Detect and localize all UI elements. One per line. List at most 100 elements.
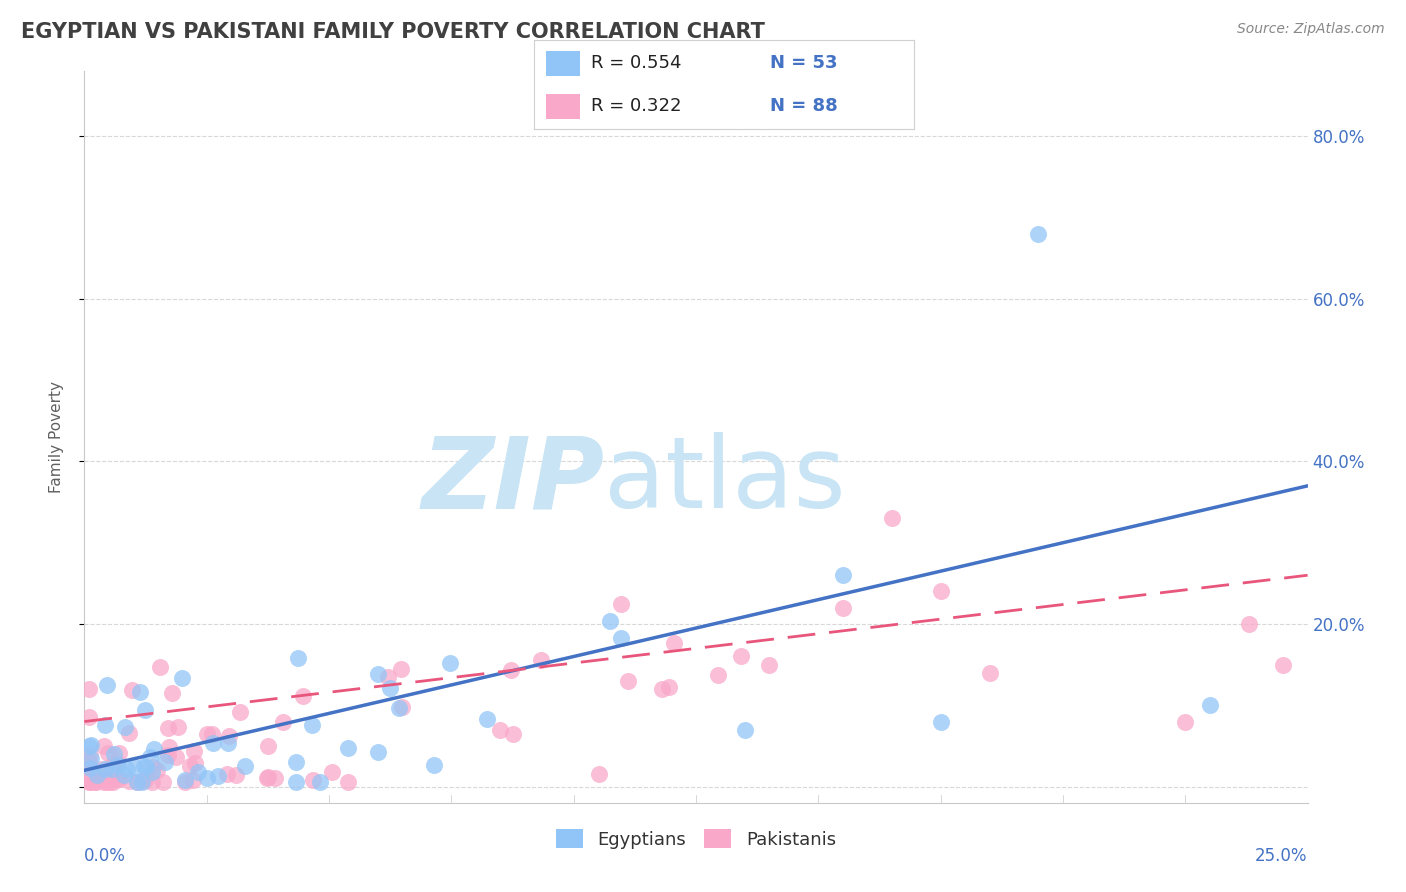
Point xyxy=(367,745,389,759)
Point xyxy=(337,775,360,789)
Point xyxy=(152,775,174,789)
Point xyxy=(101,775,124,789)
Point xyxy=(1028,227,1050,241)
Point xyxy=(134,702,156,716)
Point xyxy=(79,762,101,776)
Point xyxy=(131,775,153,789)
Point xyxy=(378,681,401,695)
Point xyxy=(100,775,122,789)
Point xyxy=(302,773,325,788)
Text: R = 0.554: R = 0.554 xyxy=(591,54,682,72)
Point xyxy=(217,736,239,750)
Point xyxy=(758,657,780,672)
Point xyxy=(146,763,169,777)
Point xyxy=(77,682,100,697)
Point xyxy=(391,700,413,714)
Text: 25.0%: 25.0% xyxy=(1256,847,1308,864)
Point xyxy=(131,773,153,788)
Point xyxy=(94,762,117,776)
Point xyxy=(118,726,141,740)
Point xyxy=(157,740,180,755)
Text: EGYPTIAN VS PAKISTANI FAMILY POVERTY CORRELATION CHART: EGYPTIAN VS PAKISTANI FAMILY POVERTY COR… xyxy=(21,22,765,42)
Point xyxy=(97,746,120,760)
Point xyxy=(588,767,610,781)
Point xyxy=(135,759,157,773)
Point xyxy=(285,756,308,770)
Point xyxy=(101,762,124,776)
Point xyxy=(233,759,256,773)
Point xyxy=(287,651,309,665)
Point xyxy=(104,772,127,786)
Point xyxy=(156,748,179,763)
Point xyxy=(173,773,195,788)
Point xyxy=(256,739,278,753)
Point xyxy=(108,747,131,761)
Point xyxy=(229,705,252,719)
Point xyxy=(77,739,100,754)
Point xyxy=(107,758,129,772)
Point xyxy=(1198,698,1220,713)
Point xyxy=(174,775,197,789)
Point xyxy=(502,727,524,741)
Text: N = 53: N = 53 xyxy=(769,54,837,72)
Point xyxy=(86,767,108,781)
Point xyxy=(84,775,107,789)
Point xyxy=(79,775,101,789)
Point xyxy=(388,701,411,715)
Point xyxy=(115,762,138,776)
Point xyxy=(94,772,117,787)
Point xyxy=(929,584,952,599)
Point xyxy=(80,738,103,752)
Point xyxy=(105,756,128,770)
Point xyxy=(195,726,218,740)
Point xyxy=(321,764,343,779)
Point xyxy=(201,727,224,741)
Point xyxy=(170,671,193,685)
Point xyxy=(77,775,100,789)
Point xyxy=(929,714,952,729)
Point xyxy=(91,763,114,777)
Point xyxy=(610,632,633,646)
Point xyxy=(141,774,163,789)
Point xyxy=(831,568,853,582)
Point xyxy=(93,739,115,753)
Point xyxy=(309,775,332,789)
Text: atlas: atlas xyxy=(605,433,846,530)
Point xyxy=(118,773,141,788)
Point xyxy=(439,656,461,670)
Point xyxy=(135,772,157,787)
Point xyxy=(195,771,218,785)
Point xyxy=(142,760,165,774)
Point xyxy=(489,723,512,738)
Point xyxy=(880,511,903,525)
Point xyxy=(80,772,103,787)
Point xyxy=(149,660,172,674)
Point xyxy=(291,689,314,703)
Point xyxy=(124,760,146,774)
Point xyxy=(301,717,323,731)
Point xyxy=(179,759,201,773)
Point xyxy=(475,713,498,727)
Point xyxy=(156,721,179,735)
Point xyxy=(530,653,553,667)
Point xyxy=(1237,617,1260,632)
Point xyxy=(271,715,294,730)
Point xyxy=(207,769,229,783)
Point xyxy=(114,720,136,734)
Point xyxy=(651,682,673,697)
Point xyxy=(389,661,412,675)
Point xyxy=(599,614,621,628)
Point xyxy=(183,756,205,771)
Point xyxy=(183,744,205,758)
Point xyxy=(979,665,1001,680)
Point xyxy=(181,773,204,788)
Point xyxy=(125,775,148,789)
Point xyxy=(423,757,446,772)
Point xyxy=(734,723,756,737)
Point xyxy=(103,747,125,761)
Point xyxy=(831,600,853,615)
Point xyxy=(141,764,163,779)
Point xyxy=(217,766,239,780)
Point xyxy=(1174,714,1197,729)
Point xyxy=(132,758,155,772)
